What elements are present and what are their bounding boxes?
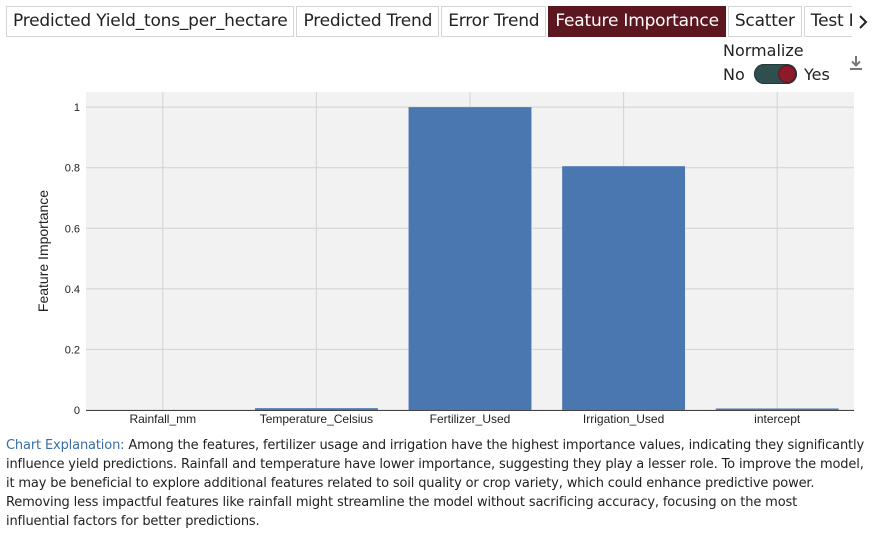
download-icon (850, 56, 862, 70)
toggle-knob (779, 66, 795, 82)
tab-feature-importance[interactable]: Feature Importance (548, 6, 726, 37)
chart-explanation: Chart Explanation: Among the features, f… (6, 436, 864, 531)
normalize-off-label: No (723, 65, 745, 84)
y-tick-label: 0.2 (65, 344, 80, 356)
normalize-on-label: Yes (804, 65, 830, 84)
y-tick-label: 0.6 (65, 223, 80, 235)
tab-scatter[interactable]: Scatter (727, 6, 802, 37)
explanation-lead: Chart Explanation: (6, 438, 125, 453)
x-tick-label: intercept (754, 412, 801, 426)
tab-error-trend[interactable]: Error Trend (441, 6, 547, 37)
normalize-toggle[interactable] (754, 64, 797, 84)
y-tick-label: 0 (74, 405, 80, 417)
bar-fertilizer-used (408, 107, 532, 410)
bar-temperature-celsius (254, 408, 378, 410)
x-tick-label: Temperature_Celsius (260, 412, 373, 426)
download-button[interactable] (848, 54, 864, 72)
y-axis-title: Feature Importance (35, 190, 51, 312)
tab-predicted-trend[interactable]: Predicted Trend (296, 6, 440, 37)
y-tick-label: 1 (74, 102, 80, 114)
feature-importance-chart: 0 0.2 0.4 0.6 0.8 1 Rainfall_mm Temperature_Cel… (0, 90, 880, 430)
y-tick-label: 0.4 (65, 284, 80, 296)
bar-intercept (715, 408, 839, 410)
x-tick-label: Rainfall_mm (129, 412, 196, 426)
bar-irrigation-used (562, 166, 686, 410)
x-tick-label: Fertilizer_Used (430, 412, 511, 426)
tab-predicted-yield[interactable]: Predicted Yield_tons_per_hectare (6, 6, 295, 37)
y-tick-label: 0.8 (65, 163, 80, 175)
chart-tab-bar: Predicted Yield_tons_per_hectare Predict… (6, 6, 874, 37)
normalize-label: Normalize (723, 41, 804, 60)
tab-scroll-right-button[interactable] (852, 6, 874, 37)
x-tick-label: Irrigation_Used (583, 412, 664, 426)
chart-svg: 0 0.2 0.4 0.6 0.8 1 Rainfall_mm Temperature_Cel… (35, 92, 854, 426)
explanation-text: Among the features, fertilizer usage and… (6, 438, 864, 529)
chevron-right-icon (859, 14, 868, 29)
